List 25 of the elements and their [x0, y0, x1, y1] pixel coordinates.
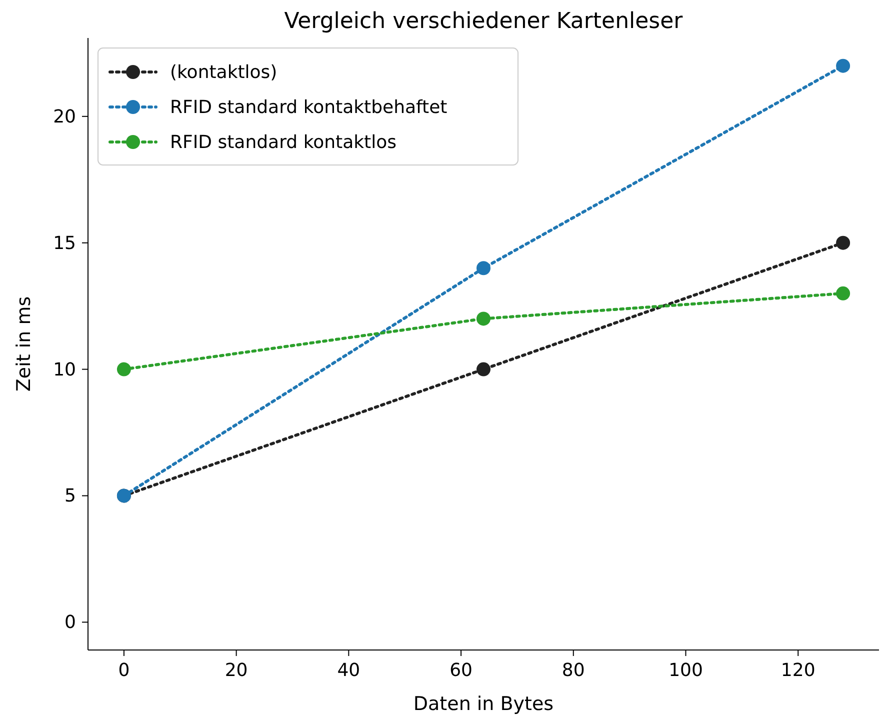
x-tick-label: 120 [780, 660, 816, 681]
y-tick-label: 10 [53, 359, 76, 380]
point [476, 362, 490, 376]
point [836, 286, 850, 300]
point [476, 261, 490, 276]
legend-label: RFID standard kontaktbehaftet [170, 97, 448, 118]
y-tick-label: 5 [64, 486, 76, 507]
x-tick-label: 100 [668, 660, 703, 681]
point [116, 362, 131, 376]
point [836, 236, 850, 250]
x-tick-label: 80 [562, 660, 585, 681]
x-tick-label: 0 [118, 660, 130, 681]
y-axis-title: Zeit in ms [13, 296, 35, 392]
x-tick-label: 40 [337, 660, 360, 681]
x-tick-label: 60 [450, 660, 472, 681]
chart-title: Vergleich verschiedener Kartenleser [284, 9, 684, 34]
point [836, 58, 850, 73]
x-tick-label: 20 [224, 660, 248, 681]
legend-label: RFID standard kontaktlos [170, 132, 396, 153]
y-tick-label: 20 [53, 106, 76, 128]
x-axis-title: Daten in Bytes [413, 693, 554, 715]
y-tick-label: 15 [53, 232, 76, 254]
y-tick-label: 0 [64, 612, 76, 634]
legend-label: (kontaktlos) [170, 62, 278, 83]
point [476, 312, 490, 326]
